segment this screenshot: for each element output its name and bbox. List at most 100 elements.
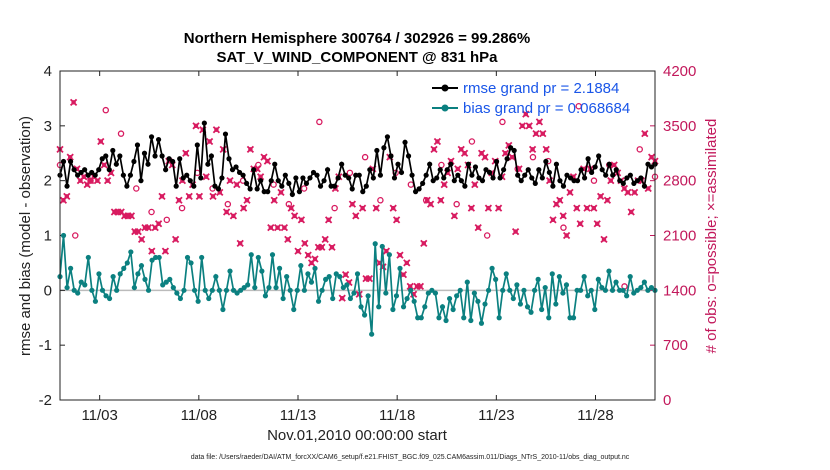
bias-point bbox=[319, 287, 325, 293]
bias-point bbox=[273, 284, 279, 291]
bias-point bbox=[308, 279, 315, 285]
rmse-point bbox=[349, 186, 355, 192]
obs-assimilated-marker bbox=[202, 173, 210, 181]
bias-point bbox=[160, 282, 166, 288]
obs-assimilated-marker bbox=[226, 177, 234, 185]
obs-assimilated-marker bbox=[93, 177, 102, 185]
bias-point bbox=[531, 287, 538, 293]
obs-assimilated-marker bbox=[596, 192, 605, 200]
bias-point bbox=[493, 276, 499, 282]
obs-assimilated-marker bbox=[590, 204, 598, 212]
bias-point bbox=[358, 304, 364, 310]
rmse-point bbox=[381, 145, 387, 151]
left-tick-label: 0 bbox=[44, 282, 52, 299]
obs-possible-marker bbox=[148, 208, 155, 216]
bias-point bbox=[255, 254, 261, 261]
obs-assimilated-marker bbox=[127, 212, 136, 220]
rmse-point bbox=[177, 156, 183, 162]
obs-assimilated-marker bbox=[97, 137, 105, 146]
bias-point bbox=[259, 268, 265, 274]
bias-point bbox=[457, 287, 463, 293]
bias-point bbox=[432, 290, 439, 296]
obs-assimilated-marker bbox=[528, 145, 537, 153]
rmse-point bbox=[592, 164, 598, 170]
bias-point bbox=[284, 274, 290, 280]
rmse-point bbox=[631, 180, 637, 187]
obs-assimilated-marker bbox=[630, 188, 639, 197]
bias-point bbox=[103, 293, 109, 299]
rmse-point bbox=[141, 150, 148, 156]
obs-assimilated-marker bbox=[103, 177, 112, 185]
rmse-point bbox=[638, 175, 644, 181]
obs-assimilated-marker bbox=[341, 271, 350, 279]
rmse-point bbox=[201, 120, 207, 126]
rmse-point bbox=[546, 169, 552, 176]
bias-point bbox=[301, 287, 307, 293]
obs-assimilated-marker bbox=[433, 137, 442, 146]
obs-assimilated-marker bbox=[352, 212, 360, 220]
left-tick-label: -2 bbox=[39, 392, 52, 409]
rmse-point bbox=[589, 169, 595, 176]
bias-point bbox=[485, 287, 492, 293]
rmse-point bbox=[113, 161, 119, 167]
obs-assimilated-marker bbox=[542, 145, 550, 153]
bias-point bbox=[549, 271, 555, 277]
obs-assimilated-marker bbox=[161, 247, 170, 255]
bias-point bbox=[291, 306, 297, 313]
bias-point bbox=[528, 309, 534, 315]
bias-point bbox=[624, 293, 630, 299]
rmse-point bbox=[522, 172, 528, 178]
obs-assimilated-marker bbox=[358, 204, 367, 212]
rmse-point bbox=[314, 172, 320, 178]
obs-assimilated-marker bbox=[484, 204, 493, 212]
bias-point bbox=[648, 284, 655, 291]
bias-point bbox=[560, 290, 566, 296]
bias-point bbox=[110, 274, 116, 280]
rmse-point bbox=[335, 175, 341, 181]
obs-possible-marker bbox=[590, 177, 598, 184]
rmse-point bbox=[567, 175, 574, 181]
obs-assimilated-marker bbox=[566, 188, 574, 197]
bias-point bbox=[234, 290, 240, 296]
rmse-point bbox=[581, 175, 588, 181]
rmse-point bbox=[106, 167, 112, 173]
obs-possible-marker bbox=[499, 118, 506, 126]
bias-point bbox=[365, 293, 371, 299]
obs-assimilated-marker bbox=[324, 216, 333, 224]
legend-rmse-marker bbox=[441, 84, 449, 92]
bias-point bbox=[393, 293, 400, 299]
bias-point bbox=[298, 263, 304, 269]
rmse-point bbox=[490, 175, 496, 181]
bias-point bbox=[216, 287, 222, 293]
obs-assimilated-marker bbox=[243, 196, 251, 204]
rmse-point bbox=[138, 178, 144, 184]
rmse-point bbox=[243, 180, 250, 187]
bias-point bbox=[468, 317, 474, 324]
obs-possible-marker bbox=[483, 232, 491, 239]
bias-point bbox=[238, 287, 244, 293]
rmse-point bbox=[613, 167, 619, 173]
rmse-point bbox=[420, 180, 426, 187]
bias-point bbox=[114, 287, 120, 293]
obs-assimilated-marker bbox=[134, 227, 142, 236]
bias-point bbox=[131, 284, 137, 291]
rmse-point bbox=[578, 167, 584, 173]
bias-point bbox=[464, 279, 470, 285]
obs-assimilated-marker bbox=[256, 173, 265, 181]
bias-point bbox=[563, 282, 570, 288]
rmse-point bbox=[462, 183, 468, 189]
bias-point bbox=[546, 315, 552, 321]
bias-point bbox=[305, 271, 311, 277]
rmse-point bbox=[486, 169, 493, 176]
obs-assimilated-marker bbox=[290, 212, 299, 220]
bias-point bbox=[620, 287, 626, 293]
bias-point bbox=[163, 279, 169, 285]
bias-point bbox=[124, 260, 130, 266]
rmse-point bbox=[574, 178, 581, 184]
rmse-point bbox=[303, 180, 310, 187]
obs-assimilated-marker bbox=[471, 180, 479, 189]
obs-assimilated-marker bbox=[576, 220, 584, 228]
bias-point bbox=[262, 293, 269, 299]
bias-point bbox=[209, 287, 215, 293]
obs-assimilated-marker bbox=[481, 153, 489, 161]
